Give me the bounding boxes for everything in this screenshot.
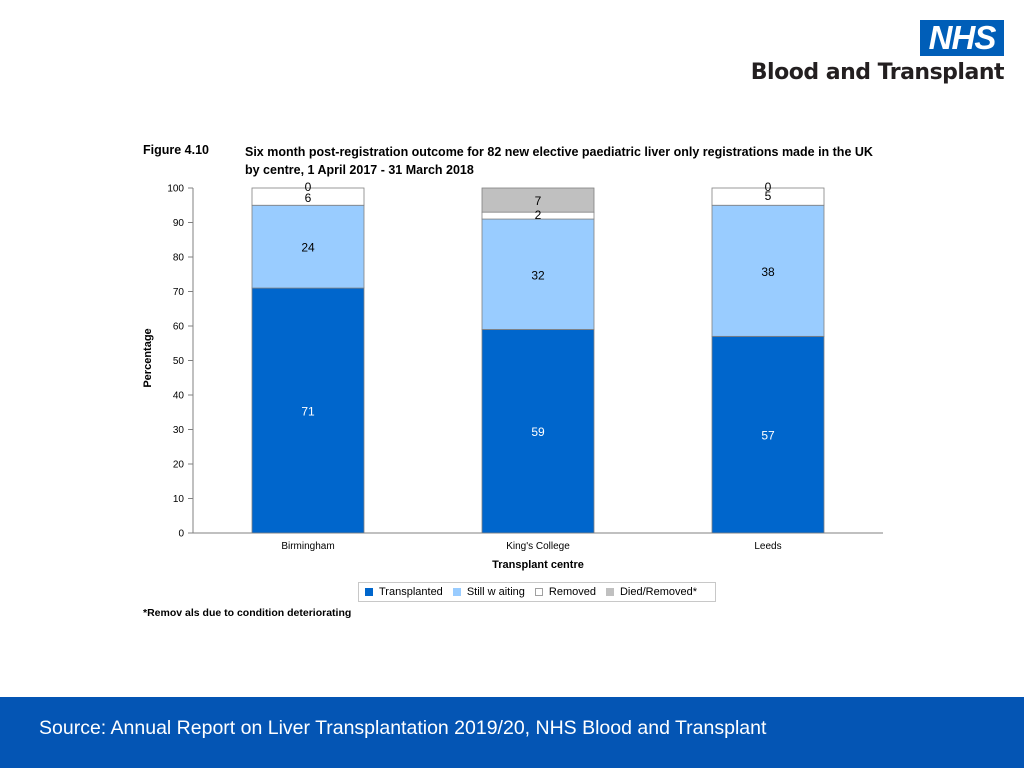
data-label-leeds-removed: 5 <box>765 189 772 203</box>
bar-king-s-college-transplanted <box>481 329 595 534</box>
bars <box>251 187 825 534</box>
source-text: Source: Annual Report on Liver Transplan… <box>39 717 767 739</box>
legend-item-still-waiting: Still w aiting <box>452 586 525 598</box>
data-label-leeds-died-removed: 0 <box>765 180 772 194</box>
logo-subtitle: Blood and Transplant <box>750 60 1005 85</box>
y-tick-label-40: 40 <box>173 391 185 402</box>
legend-swatch-still-waiting <box>452 588 461 596</box>
legend-item-removed: Removed <box>534 586 596 598</box>
data-label-king-s-college-removed: 2 <box>535 208 542 222</box>
y-tick-label-50: 50 <box>173 356 185 367</box>
legend-label-still-waiting: Still w aiting <box>466 586 525 598</box>
y-tick-label-70: 70 <box>173 287 185 298</box>
bar-leeds-still-w-aiting <box>711 204 825 337</box>
y-axis: 0 10 20 30 40 50 60 70 80 90 100 <box>167 184 194 540</box>
data-label-king-s-college-transplanted: 59 <box>531 425 545 439</box>
y-tick-label-90: 90 <box>173 218 185 229</box>
bar-leeds-transplanted <box>711 335 825 534</box>
x-tick-label-king-s-college: King's College <box>506 541 570 552</box>
bar-birmingham-transplanted <box>251 287 365 534</box>
legend-swatch-died-removed <box>605 588 614 596</box>
y-tick-label-30: 30 <box>173 425 185 436</box>
bar-king-s-college-died-removed <box>481 187 595 213</box>
data-label-birmingham-still-w-aiting: 24 <box>301 241 315 255</box>
nhsbt-logo: NHS Blood and Transplant <box>751 20 1008 90</box>
y-tick-label-80: 80 <box>173 253 185 264</box>
x-tick-label-leeds: Leeds <box>754 541 781 552</box>
data-label-birmingham-died-removed: 0 <box>305 180 312 194</box>
data-label-birmingham-transplanted: 71 <box>301 405 315 419</box>
legend-item-transplanted: Transplanted <box>365 586 443 598</box>
data-label-leeds-transplanted: 57 <box>761 429 775 443</box>
y-tick-label-20: 20 <box>173 460 185 471</box>
x-axis: Birmingham King's College Leeds <box>193 532 883 552</box>
legend-item-died-removed: Died/Removed* <box>605 586 698 598</box>
legend-label-transplanted: Transplanted <box>379 586 443 598</box>
data-label-king-s-college-still-w-aiting: 32 <box>531 268 545 282</box>
y-tick-label-60: 60 <box>173 322 185 333</box>
data-label-leeds-still-w-aiting: 38 <box>761 265 775 279</box>
footer-banner: Source: Annual Report on Liver Transplan… <box>0 697 1024 768</box>
figure-label: Figure 4.10 <box>143 143 209 157</box>
x-axis-title: Transplant centre <box>492 559 584 571</box>
y-tick-label-100: 100 <box>167 184 184 195</box>
bar-leeds-removed <box>711 187 825 206</box>
nhs-logo-box: NHS <box>920 20 1004 56</box>
figure-title: Six month post-registration outcome for … <box>245 145 873 177</box>
legend-swatch-transplanted <box>365 588 373 596</box>
bar-birmingham-removed <box>251 187 365 206</box>
chart-legend: Transplanted Still w aiting Removed Died… <box>358 582 716 602</box>
bar-birmingham-still-w-aiting <box>251 204 365 289</box>
y-tick-label-10: 10 <box>173 494 185 505</box>
legend-swatch-removed <box>534 588 543 596</box>
footnote: *Remov als due to condition deterioratin… <box>143 607 352 619</box>
data-label-king-s-college-died-removed: 7 <box>535 194 542 208</box>
x-tick-label-birmingham: Birmingham <box>281 541 334 552</box>
y-tick-label-0: 0 <box>178 529 184 540</box>
data-label-birmingham-removed: 6 <box>305 191 312 205</box>
legend-label-removed: Removed <box>548 586 596 598</box>
legend-label-died-removed: Died/Removed* <box>619 586 698 598</box>
y-axis-title: Percentage <box>142 328 154 387</box>
